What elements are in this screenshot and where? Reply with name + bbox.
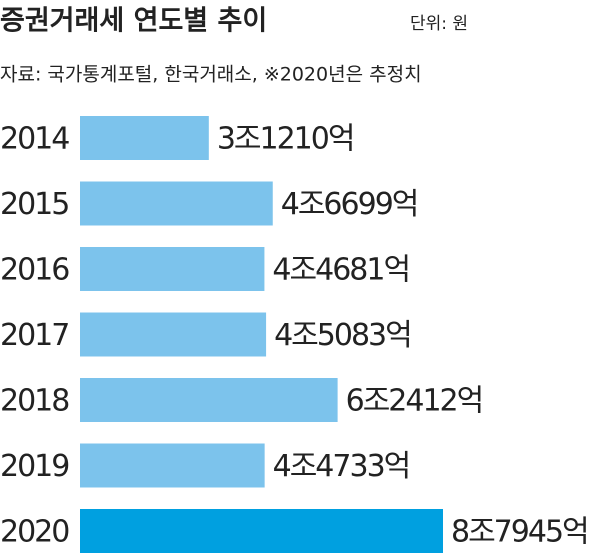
bar bbox=[80, 509, 443, 553]
unit-note: 단위: 원 bbox=[410, 14, 468, 34]
value-label: 3조1210억 bbox=[217, 122, 354, 157]
bar bbox=[80, 247, 265, 291]
value-label: 4조4733억 bbox=[273, 449, 410, 484]
value-label: 4조5083억 bbox=[274, 318, 411, 353]
source-note: 자료: 국가통계포털, 한국거래소, ※2020년은 추정치 bbox=[0, 64, 422, 86]
value-label: 4조6699억 bbox=[281, 187, 418, 222]
y-tick-label: 2014 bbox=[0, 122, 69, 157]
value-label: 4조4681억 bbox=[272, 253, 409, 288]
y-tick-label: 2018 bbox=[0, 384, 69, 419]
y-tick-label: 2017 bbox=[0, 318, 68, 353]
bar bbox=[80, 312, 267, 357]
chart-title: 증권거래세 연도별 추이 bbox=[0, 6, 267, 37]
bar bbox=[80, 378, 338, 422]
value-label: 6조2412억 bbox=[346, 384, 483, 419]
y-tick-label: 2016 bbox=[0, 253, 69, 288]
bar bbox=[80, 443, 265, 488]
y-tick-label: 2019 bbox=[0, 449, 68, 484]
value-label: 8조7945억 bbox=[451, 515, 588, 550]
bar bbox=[80, 116, 209, 160]
y-tick-label: 2020 bbox=[0, 515, 69, 550]
bar bbox=[80, 181, 273, 226]
y-tick-label: 2015 bbox=[0, 187, 68, 222]
